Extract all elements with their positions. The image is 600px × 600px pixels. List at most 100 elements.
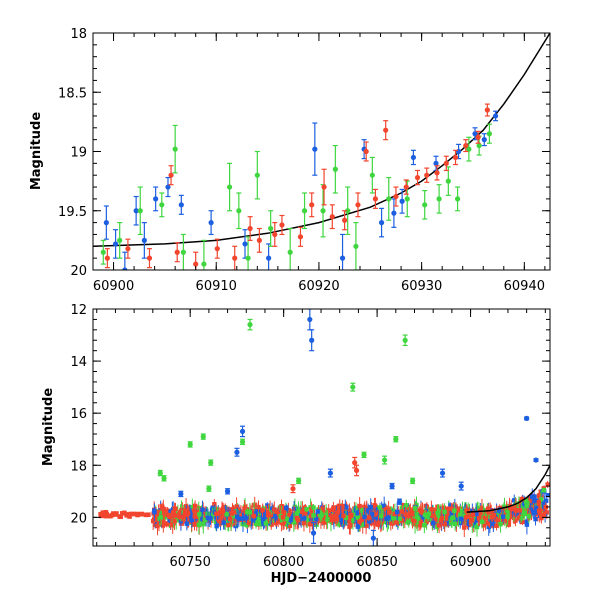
data-point [422,190,428,220]
data-point [266,243,272,270]
plot-area [93,33,550,270]
data-point [117,222,123,259]
band-point [541,487,547,493]
band-point [265,502,270,510]
band-point [229,510,235,517]
data-point [410,149,417,166]
data-point [434,165,440,181]
y-tick-label: 16 [70,407,87,422]
band-point [436,504,441,519]
band-point [226,522,231,528]
outlier-point [161,475,167,482]
band-point [188,508,194,523]
band-point [291,512,297,532]
data-point [475,130,481,144]
band-point [368,498,373,516]
top-panel-frame [92,32,551,271]
y-tick-label: 18 [70,27,87,42]
band-point [379,507,384,525]
band-point [247,502,253,522]
outlier-point [234,447,240,457]
band-point [407,510,413,517]
outlier-point [396,498,403,505]
band-point [103,512,109,518]
band-point [164,521,169,528]
band-point [167,512,173,521]
data-point [287,227,293,270]
y-tick-label: 19 [70,146,87,161]
y-tick-label: 18.5 [58,86,87,101]
band-point [387,509,392,516]
outlier-point [239,425,246,438]
data-point [424,167,430,183]
outlier-point [239,438,246,446]
x-tick-label: 60920 [298,279,339,294]
band-point [463,509,469,525]
y-axis: 18 18.5 19 19.5 20 [58,27,550,279]
bottom-y-axis-label: Magnitude [41,388,56,467]
y-tick-label: 20 [70,264,87,279]
data-point [178,194,184,215]
outlier-point [208,459,214,466]
data-point [492,110,499,122]
band-point [122,510,127,516]
data-point [125,238,131,259]
band-point [487,502,493,521]
band-point [201,514,206,534]
band-point [452,517,458,531]
band-point [536,494,542,511]
band-point [139,511,145,517]
outlier-point [361,451,367,459]
outlier-point [350,382,356,392]
band-point [192,506,197,527]
outlier-point [410,477,416,485]
data-point [484,103,490,117]
band-point [412,501,418,516]
bottom-panel: 60750 60800 60850 60900 12 14 16 18 20 Magnitude… [41,303,551,586]
band-point [418,508,424,514]
data-point [272,222,278,247]
band-point [442,503,447,521]
outlier-point [178,490,184,498]
band-point [240,512,245,525]
data-point [146,248,153,269]
data-point [168,165,174,186]
band-point [150,512,156,531]
band-point [365,503,371,518]
band-point [288,515,293,525]
band-point [503,512,508,524]
outlier-point [389,482,395,490]
band-point [482,510,487,526]
band-point [545,480,550,489]
band-point [357,518,362,525]
data-point [345,186,351,236]
band-point [260,503,265,518]
data-point [332,144,338,194]
data-point [137,186,143,236]
outlier-point [524,415,530,421]
band-point [357,497,362,516]
data-point [436,184,442,214]
data-point [100,239,106,265]
data-point [463,139,469,153]
band-point [131,511,137,517]
band-point [404,499,409,511]
x-tick-label: 60850 [356,555,397,570]
band-point [393,520,399,525]
band-point [543,502,548,513]
band-point [143,512,149,518]
band-point [154,509,160,519]
band-point [335,506,340,519]
band-point [158,509,164,526]
band-point [360,521,366,528]
outlier-point [370,529,376,546]
outlier-point [157,469,163,477]
band-point [196,515,202,535]
band-point [162,515,168,520]
band-point [500,509,506,524]
band-point [533,512,538,526]
band-point [426,506,432,522]
data-point [301,192,308,230]
data-point [372,188,379,209]
y-axis: 12 14 16 18 20 [70,303,550,539]
